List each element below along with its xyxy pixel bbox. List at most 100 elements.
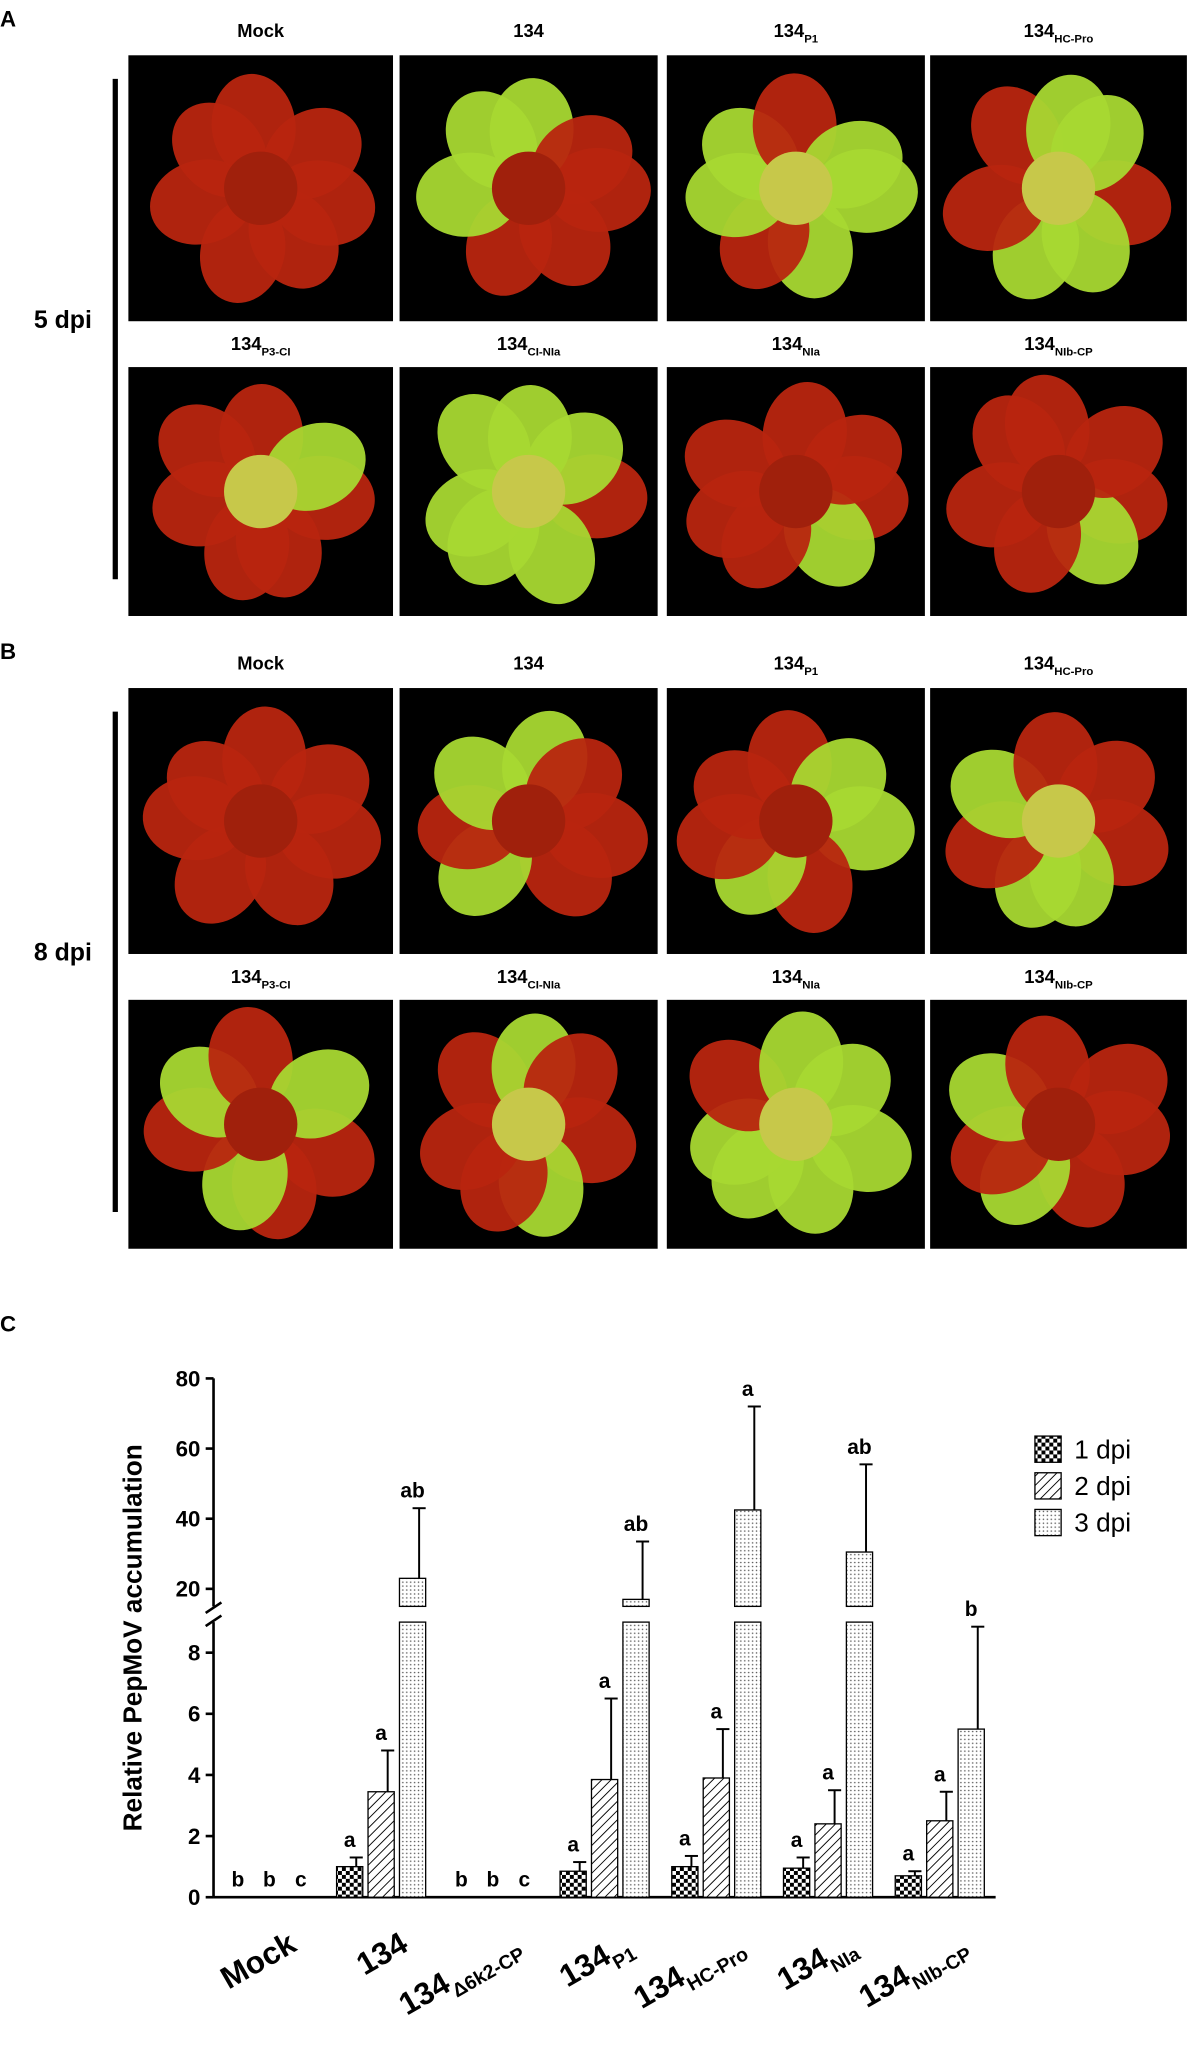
- error-bar: [747, 1405, 761, 1510]
- bar: [782, 1867, 811, 1898]
- leaf-center: [224, 784, 298, 858]
- bar: [367, 1791, 395, 1898]
- label-sub: P3-CI: [261, 979, 290, 991]
- label-sub: NIa: [827, 1943, 864, 1977]
- label: 134: [513, 20, 544, 41]
- label-main: 134: [231, 966, 262, 987]
- label: 134NIa: [772, 966, 821, 992]
- significance-letter: a: [710, 1701, 722, 1724]
- leaf-center: [759, 151, 833, 225]
- label-sub: HC-Pro: [1054, 33, 1093, 45]
- label: 134HC-Pro: [1024, 653, 1094, 679]
- y-tick-label: 2: [188, 1824, 200, 1849]
- bar-upper: [398, 1577, 427, 1608]
- y-tick-label: 4: [188, 1763, 201, 1788]
- label: 134NIb-CP: [1024, 333, 1093, 359]
- bar: [335, 1865, 364, 1898]
- leaf-center: [759, 454, 833, 529]
- y-tick-label: 20: [176, 1577, 201, 1602]
- label-sub: Δ6k2-CP: [449, 1943, 529, 2002]
- error-bar: [971, 1625, 985, 1730]
- significance-letter: a: [344, 1829, 356, 1852]
- legend-label: 2 dpi: [1074, 1471, 1131, 1501]
- panel-label: C: [0, 1311, 16, 1336]
- plant-photo: [399, 367, 658, 616]
- leaf-center: [224, 454, 298, 529]
- label-main: 134: [513, 20, 544, 41]
- leaf-center: [491, 784, 566, 858]
- legend-swatch: [1034, 1472, 1062, 1500]
- y-tick-label: 60: [176, 1436, 201, 1461]
- label-sub: CI-NIa: [527, 347, 561, 359]
- leaf-center: [1021, 1087, 1096, 1161]
- label-sub: NIb-CP: [1055, 347, 1093, 359]
- significance-letter: a: [375, 1722, 387, 1745]
- label-main: 134: [772, 966, 803, 987]
- significance-letter: a: [934, 1763, 946, 1786]
- x-tick-label: 134NIa: [771, 1925, 864, 2003]
- label-main: 134: [1024, 20, 1055, 41]
- label-main: 134: [774, 20, 805, 41]
- bar: [845, 1551, 874, 1898]
- label-sub: HC-Pro: [1054, 666, 1093, 678]
- panel-label: B: [0, 639, 16, 664]
- significance-letter: b: [486, 1869, 499, 1892]
- y-tick-label: 8: [188, 1641, 200, 1666]
- label-main: 134: [628, 1959, 691, 2016]
- plant-photo: [399, 999, 658, 1249]
- label-main: 134: [513, 653, 544, 674]
- bar-lower: [398, 1621, 427, 1898]
- label-main: 134: [772, 333, 803, 354]
- bar-lower: [622, 1621, 650, 1898]
- error-bar: [859, 1463, 873, 1553]
- error-bar: [828, 1789, 842, 1824]
- significance-letter: a: [742, 1378, 754, 1401]
- bar-lower: [733, 1621, 762, 1898]
- error-bar: [381, 1749, 395, 1792]
- axis-break: [204, 1614, 223, 1628]
- label: 134HC-Pro: [1024, 20, 1094, 46]
- bar: [926, 1820, 954, 1898]
- plant-photo: [399, 55, 658, 322]
- label-main: 134: [497, 966, 528, 987]
- bar: [398, 1577, 427, 1898]
- bar: [814, 1823, 842, 1898]
- plant-photo: [399, 688, 658, 954]
- legend-label: 1 dpi: [1074, 1434, 1131, 1464]
- label-main: 134: [231, 333, 262, 354]
- bar: [894, 1875, 923, 1898]
- bar: [671, 1865, 699, 1898]
- significance-letter: b: [232, 1869, 245, 1892]
- label-main: 134: [774, 653, 805, 674]
- error-bar: [573, 1861, 587, 1872]
- error-bar: [716, 1728, 730, 1778]
- bar-upper: [733, 1509, 762, 1608]
- leaf: [942, 164, 1046, 251]
- y-tick-label: 40: [176, 1507, 201, 1532]
- significance-letter: b: [263, 1869, 276, 1892]
- leaf-center: [1021, 784, 1096, 858]
- error-bar: [939, 1790, 953, 1821]
- error-bar: [412, 1507, 426, 1579]
- x-tick-label: 134P1: [553, 1925, 640, 2000]
- label-main: 134: [1024, 333, 1055, 354]
- plant-photo: [666, 688, 925, 954]
- bar: [590, 1778, 619, 1898]
- label: 134P3-CI: [231, 966, 291, 992]
- plant-photo: [666, 999, 925, 1249]
- row-label: 8 dpi: [34, 939, 92, 967]
- significance-letter: a: [791, 1829, 803, 1852]
- leaf: [1068, 1043, 1168, 1135]
- label-sub: HC-Pro: [683, 1943, 752, 1996]
- label-sub: P3-CI: [261, 347, 290, 359]
- label-main: 134: [771, 1940, 834, 1997]
- panel-label: A: [0, 6, 16, 31]
- y-tick-label: 0: [188, 1885, 200, 1910]
- label: 134CI-NIa: [497, 333, 561, 359]
- leaf-center: [759, 1087, 833, 1161]
- error-bar: [908, 1870, 922, 1876]
- bar-upper: [622, 1598, 650, 1608]
- label-main: 134: [497, 333, 528, 354]
- label-sub: P1: [804, 33, 818, 45]
- plant-photo: [930, 688, 1187, 954]
